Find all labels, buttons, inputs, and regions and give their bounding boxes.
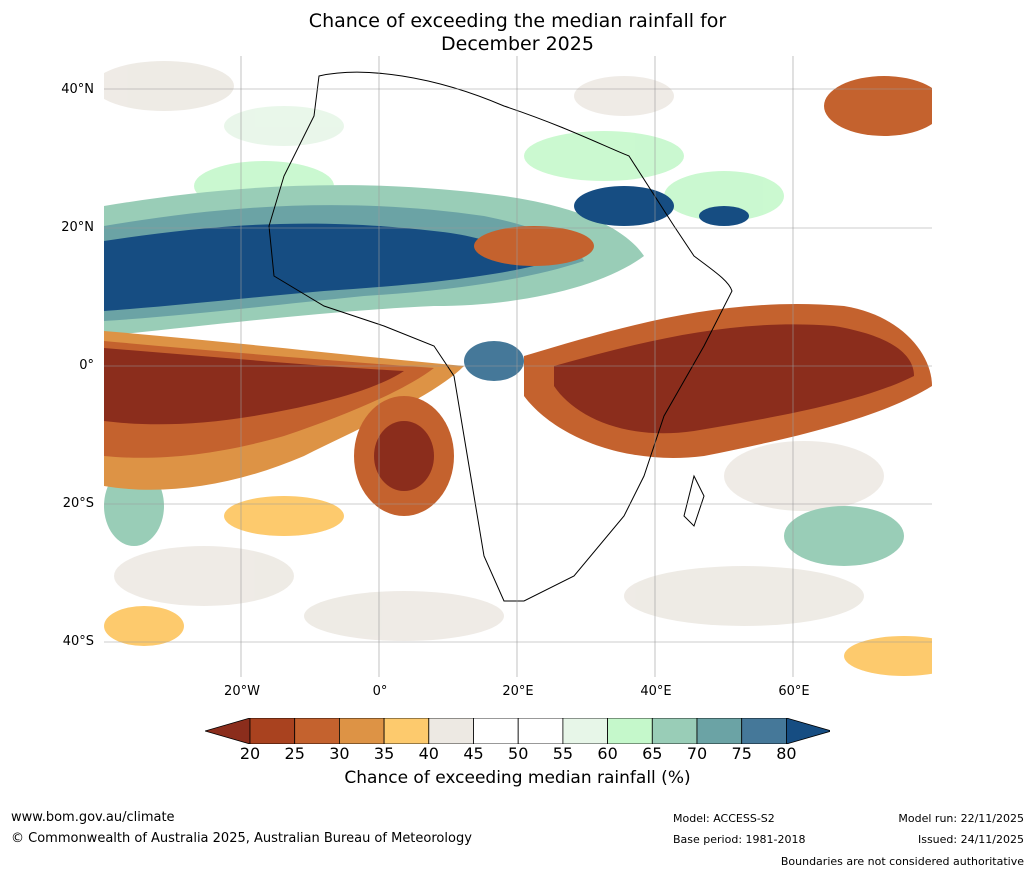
title-line-1: Chance of exceeding the median rainfall … — [308, 10, 727, 32]
coastlines — [268, 71, 733, 602]
disclaimer-text: Boundaries are not considered authoritat… — [780, 855, 1024, 868]
colorbar-segment — [473, 718, 519, 744]
colorbar-tick-label: 20 — [239, 744, 261, 763]
lon-label-0: 0° — [372, 684, 388, 699]
colorbar-tick-label: 50 — [508, 744, 529, 763]
colorbar-tick-label: 45 — [463, 744, 484, 763]
colorbar-tick-label: 60 — [597, 744, 618, 763]
colorbar-segment — [741, 718, 787, 744]
colorbar-segment — [651, 718, 698, 744]
lat-label-0: 0° — [79, 358, 94, 373]
colorbar — [205, 718, 830, 744]
colorbar-segment — [294, 718, 340, 744]
website-link[interactable]: www.bom.gov.au/climate — [11, 810, 175, 825]
colorbar-tick-label: 25 — [284, 744, 305, 763]
wet-band — [104, 185, 904, 566]
colorbar-segment — [383, 718, 430, 744]
map-canvas — [104, 56, 932, 677]
colorbar-segment — [338, 718, 385, 744]
colorbar-segment — [696, 718, 743, 744]
lat-label-20n: 20°N — [61, 220, 94, 235]
colorbar-segment — [517, 718, 564, 744]
gridlines — [104, 56, 932, 677]
colorbar-segment — [428, 718, 474, 744]
rainfall-map — [104, 56, 932, 677]
lon-label-40e: 40°E — [640, 684, 672, 699]
colorbar-tick-label: 65 — [642, 744, 663, 763]
colorbar-arrow-low — [205, 718, 251, 744]
colorbar-tick-label: 35 — [373, 744, 395, 763]
title-line-2: December 2025 — [441, 33, 594, 55]
background-patches — [104, 61, 884, 641]
colorbar-tick-label: 80 — [776, 744, 797, 763]
model-text: Model: ACCESS-S2 — [673, 812, 775, 825]
colorbar-tick-label: 30 — [329, 744, 350, 763]
colorbar-tick-label: 75 — [731, 744, 752, 763]
colorbar-tick-label: 40 — [418, 744, 439, 763]
lon-label-20e: 20°E — [502, 684, 534, 699]
lat-label-40s: 40°S — [62, 634, 94, 649]
colorbar-segment — [607, 718, 653, 744]
copyright-text: © Commonwealth of Australia 2025, Austra… — [11, 831, 472, 846]
lon-label-20w: 20°W — [224, 684, 260, 699]
colorbar-arrow-high — [786, 718, 830, 744]
colorbar-tick-label: 70 — [686, 744, 708, 763]
lat-label-40n: 40°N — [61, 82, 94, 97]
colorbar-label: Chance of exceeding median rainfall (%) — [344, 768, 691, 788]
model-run-text: Model run: 22/11/2025 — [898, 812, 1024, 825]
colorbar-segment — [249, 718, 296, 744]
map-title: Chance of exceeding the median rainfall … — [0, 10, 1035, 56]
lon-label-60e: 60°E — [778, 684, 810, 699]
base-period-text: Base period: 1981-2018 — [673, 833, 806, 846]
lat-label-20s: 20°S — [62, 496, 94, 511]
colorbar-tick-label: 55 — [552, 744, 574, 763]
colorbar-segment — [562, 718, 608, 744]
issued-text: Issued: 24/11/2025 — [917, 833, 1024, 846]
